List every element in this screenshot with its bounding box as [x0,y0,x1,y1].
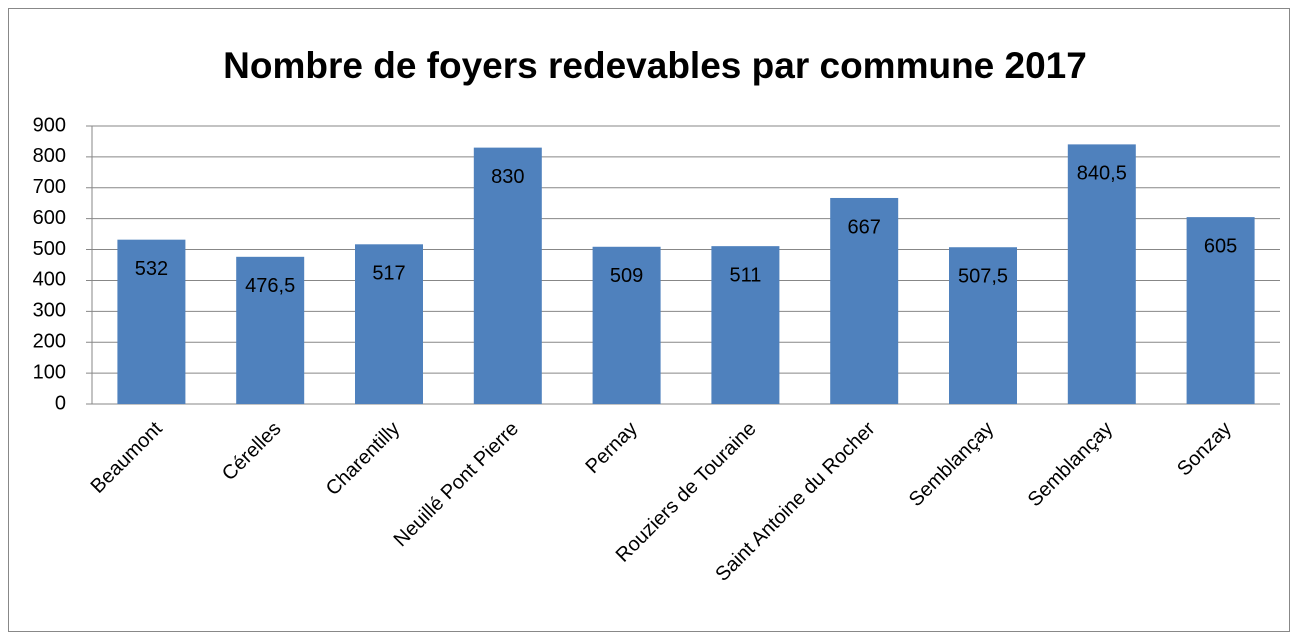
y-tick-label: 200 [33,331,66,353]
bar [236,256,305,404]
bar [473,147,542,404]
data-label: 840,5 [1077,163,1127,185]
bar [1186,217,1255,404]
y-tick-label: 400 [33,269,66,291]
chart-title: Nombre de foyers redevables par commune … [223,45,1087,86]
data-label: 509 [610,265,643,287]
data-label: 667 [848,216,881,238]
y-tick-label: 800 [33,145,66,167]
y-tick-label: 700 [33,176,66,198]
data-label: 532 [135,258,168,280]
y-tick-label: 900 [33,114,66,136]
y-tick-label: 300 [33,300,66,322]
data-label: 605 [1204,235,1237,257]
bar [949,247,1017,404]
data-label: 517 [372,263,405,285]
bar [592,246,661,404]
data-label: 511 [729,264,761,286]
data-label: 476,5 [245,275,295,297]
data-label: 830 [491,166,524,188]
bar [117,239,186,404]
y-tick-label: 600 [33,207,66,229]
data-label: 507,5 [958,266,1008,288]
bar [830,197,899,404]
y-tick-label: 0 [55,392,66,414]
y-tick-label: 500 [33,238,66,260]
y-tick-label: 100 [33,361,66,383]
bar [355,244,423,404]
bar [1067,144,1136,404]
bar [711,246,780,404]
